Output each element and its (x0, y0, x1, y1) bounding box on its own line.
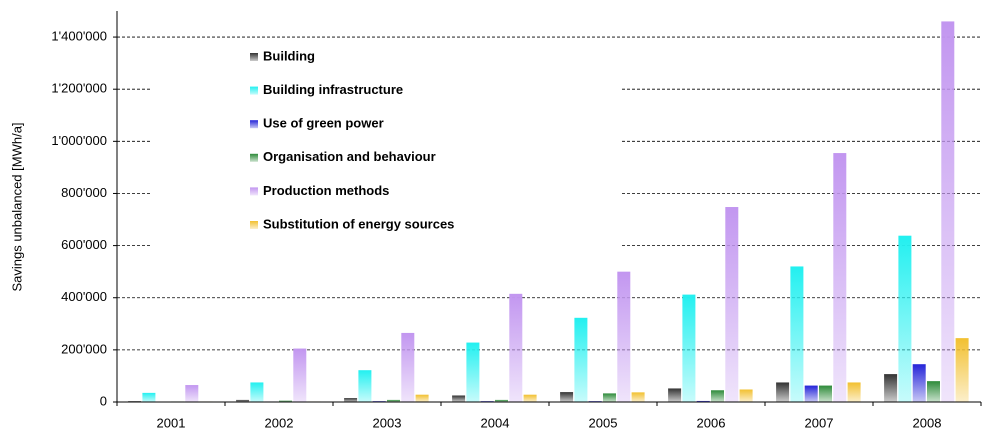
bar (509, 293, 523, 402)
bar (955, 338, 969, 402)
bar (185, 385, 199, 402)
bar (711, 390, 724, 402)
bar (236, 399, 250, 402)
bar (279, 400, 292, 402)
y-axis-title: Savings unbalanced [MWh/a] (9, 122, 24, 291)
bar (725, 207, 739, 402)
y-tick-label: 800'000 (61, 185, 107, 200)
x-tick-label: 2003 (373, 415, 402, 430)
bar (523, 394, 537, 402)
bar (466, 342, 480, 402)
legend-label: Production methods (263, 183, 389, 198)
bar (574, 317, 588, 402)
bar (668, 388, 682, 402)
legend-label: Substitution of energy sources (263, 216, 454, 231)
legend-label: Use of green power (263, 116, 384, 131)
x-tick-label: 2007 (805, 415, 834, 430)
legend-label: Organisation and behaviour (263, 149, 436, 164)
legend-marker (250, 53, 258, 61)
y-tick-label: 400'000 (61, 289, 107, 304)
bar (293, 348, 307, 402)
bar (452, 395, 466, 402)
bar (804, 385, 818, 402)
legend-marker (250, 86, 258, 95)
bar (776, 382, 790, 402)
legend-label: Building (263, 48, 315, 63)
legend-marker (250, 120, 258, 129)
bar (739, 389, 753, 402)
y-tick-label: 0 (100, 393, 107, 408)
y-tick-label: 200'000 (61, 341, 107, 356)
bar (387, 399, 400, 402)
bar (847, 382, 861, 402)
bar (927, 381, 940, 402)
y-tick-label: 1'000'000 (51, 133, 107, 148)
bar (790, 266, 804, 402)
bar (401, 332, 415, 402)
bar (250, 382, 264, 402)
legend-marker (250, 153, 258, 162)
legend-background (150, 39, 620, 247)
bar (696, 400, 710, 402)
bar (560, 392, 574, 402)
bar (819, 385, 832, 402)
y-tick-label: 1'200'000 (51, 81, 107, 96)
bar (344, 398, 358, 402)
legend-marker (250, 221, 258, 229)
x-tick-label: 2002 (265, 415, 294, 430)
x-tick-label: 2006 (697, 415, 726, 430)
bar (603, 393, 616, 402)
bar (495, 399, 508, 402)
bar (898, 235, 912, 402)
bar (358, 370, 372, 402)
bar (415, 394, 429, 402)
bar (833, 153, 847, 402)
bar (142, 392, 156, 402)
x-tick-label: 2001 (157, 415, 186, 430)
bar (631, 392, 645, 402)
legend-label: Building infrastructure (263, 82, 403, 97)
bar (617, 271, 631, 402)
bar (941, 21, 955, 402)
x-tick-label: 2005 (589, 415, 618, 430)
y-tick-label: 600'000 (61, 237, 107, 252)
legend-marker (250, 187, 258, 196)
y-tick-label: 1'400'000 (51, 29, 107, 44)
x-tick-label: 2008 (913, 415, 942, 430)
bar (682, 294, 696, 402)
x-tick-label: 2004 (481, 415, 510, 430)
bar (912, 364, 926, 402)
bar (884, 374, 898, 402)
